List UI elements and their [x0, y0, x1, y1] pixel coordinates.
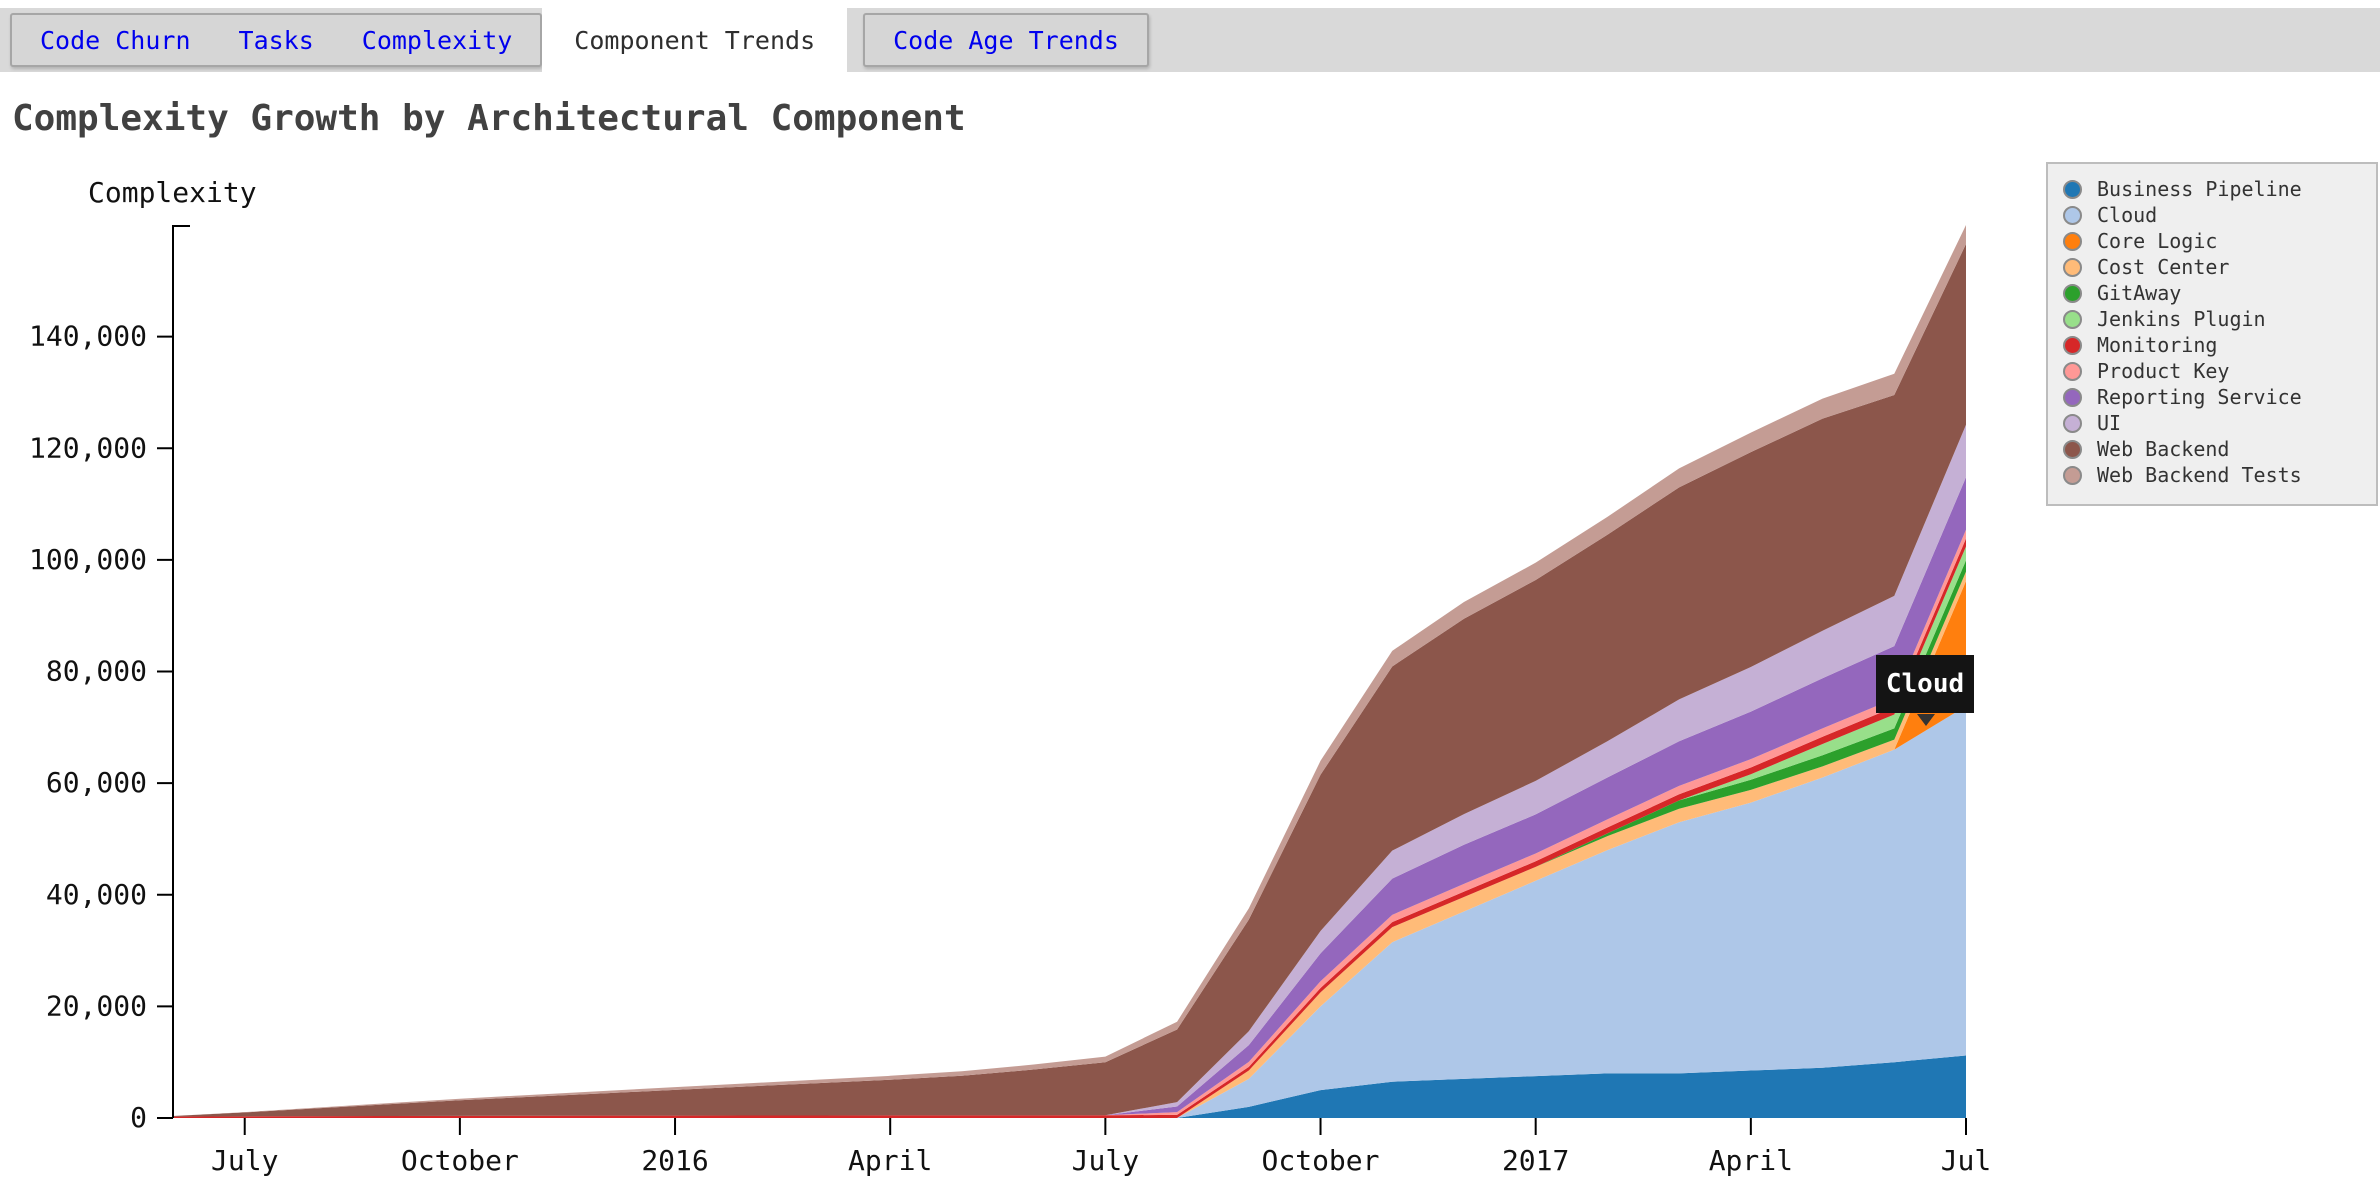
legend-swatch-icon [2063, 335, 2082, 355]
legend-item-reporting-service: Reporting Service [2063, 384, 2376, 410]
y-tick-label: 80,000 [46, 655, 147, 688]
legend-item-gitaway: GitAway [2063, 280, 2376, 306]
area-business-pipeline[interactable] [173, 1055, 1966, 1118]
y-tick-label: 140,000 [29, 320, 147, 353]
tab-group-left: Code Churn Tasks Complexity [10, 13, 543, 67]
legend-item-core-logic: Core Logic [2063, 228, 2376, 254]
page-title: Complexity Growth by Architectural Compo… [12, 98, 966, 139]
area-web-backend[interactable] [173, 243, 1966, 1117]
area-reporting-service[interactable] [173, 477, 1966, 1117]
tab-group-right: Code Age Trends [863, 13, 1149, 67]
x-tick-label: October [401, 1144, 519, 1177]
legend-label: Monitoring [2097, 333, 2218, 357]
legend-label: Cloud [2097, 203, 2158, 227]
legend-label: Web Backend [2097, 437, 2230, 461]
legend-swatch-icon [2063, 387, 2082, 407]
x-tick-label: July [1072, 1144, 1139, 1177]
legend-swatch-icon [2063, 231, 2082, 251]
area-product-key[interactable] [173, 529, 1966, 1117]
legend-item-business-pipeline: Business Pipeline [2063, 176, 2376, 202]
area-ui[interactable] [173, 424, 1966, 1117]
legend-label: Business Pipeline [2097, 177, 2302, 201]
legend-item-cost-center: Cost Center [2063, 254, 2376, 280]
legend-label: GitAway [2097, 281, 2182, 305]
tooltip-caret-icon [1917, 714, 1935, 726]
x-tick-label: July [211, 1144, 278, 1177]
legend-swatch-icon [2063, 465, 2082, 485]
legend-item-cloud: Cloud [2063, 202, 2376, 228]
tab-code-churn[interactable]: Code Churn [40, 25, 191, 55]
legend-item-jenkins-plugin: Jenkins Plugin [2063, 306, 2376, 332]
y-tick-label: 0 [130, 1101, 147, 1134]
legend-label: Jenkins Plugin [2097, 307, 2266, 331]
legend-label: Web Backend Tests [2097, 463, 2302, 487]
legend-swatch-icon [2063, 439, 2082, 459]
legend-label: UI [2097, 411, 2122, 435]
legend-label: Reporting Service [2097, 385, 2302, 409]
tooltip: Cloud [1876, 655, 1974, 713]
legend-item-web-backend-tests: Web Backend Tests [2063, 462, 2376, 488]
area-cost-center[interactable] [173, 571, 1966, 1118]
tab-complexity[interactable]: Complexity [361, 25, 513, 55]
y-tick-label: 60,000 [46, 766, 147, 799]
y-axis-title: Complexity [88, 176, 257, 209]
tab-bar: Code Churn Tasks Complexity Component Tr… [0, 8, 2380, 72]
x-tick-label: October [1262, 1144, 1380, 1177]
tab-component-trends[interactable]: Component Trends [542, 8, 848, 72]
tab-tasks[interactable]: Tasks [238, 25, 314, 55]
legend-swatch-icon [2063, 361, 2082, 381]
y-tick-label: 120,000 [29, 431, 147, 464]
y-tick-label: 20,000 [46, 989, 147, 1022]
x-tick-label: April [1709, 1144, 1793, 1177]
legend-item-web-backend: Web Backend [2063, 436, 2376, 462]
y-tick-label: 100,000 [29, 543, 147, 576]
legend-item-product-key: Product Key [2063, 358, 2376, 384]
legend-item-ui: UI [2063, 410, 2376, 436]
x-tick-label: 2016 [641, 1144, 708, 1177]
area-monitoring[interactable] [173, 538, 1966, 1118]
y-tick-label: 40,000 [46, 878, 147, 911]
area-cloud[interactable] [173, 706, 1966, 1118]
legend-swatch-icon [2063, 283, 2082, 303]
legend-label: Core Logic [2097, 229, 2218, 253]
legend-item-monitoring: Monitoring [2063, 332, 2376, 358]
legend-label: Cost Center [2097, 255, 2230, 279]
legend-swatch-icon [2063, 179, 2082, 199]
x-tick-label: Jul [1941, 1144, 1992, 1177]
x-tick-label: 2017 [1502, 1144, 1569, 1177]
legend-swatch-icon [2063, 205, 2082, 225]
legend-swatch-icon [2063, 257, 2082, 277]
tab-code-age-trends[interactable]: Code Age Trends [893, 25, 1119, 55]
chart-legend: Business Pipeline Cloud Core Logic Cost Cen… [2046, 162, 2378, 506]
x-tick-label: April [848, 1144, 932, 1177]
legend-swatch-icon [2063, 309, 2082, 329]
legend-swatch-icon [2063, 413, 2082, 433]
legend-label: Product Key [2097, 359, 2230, 383]
